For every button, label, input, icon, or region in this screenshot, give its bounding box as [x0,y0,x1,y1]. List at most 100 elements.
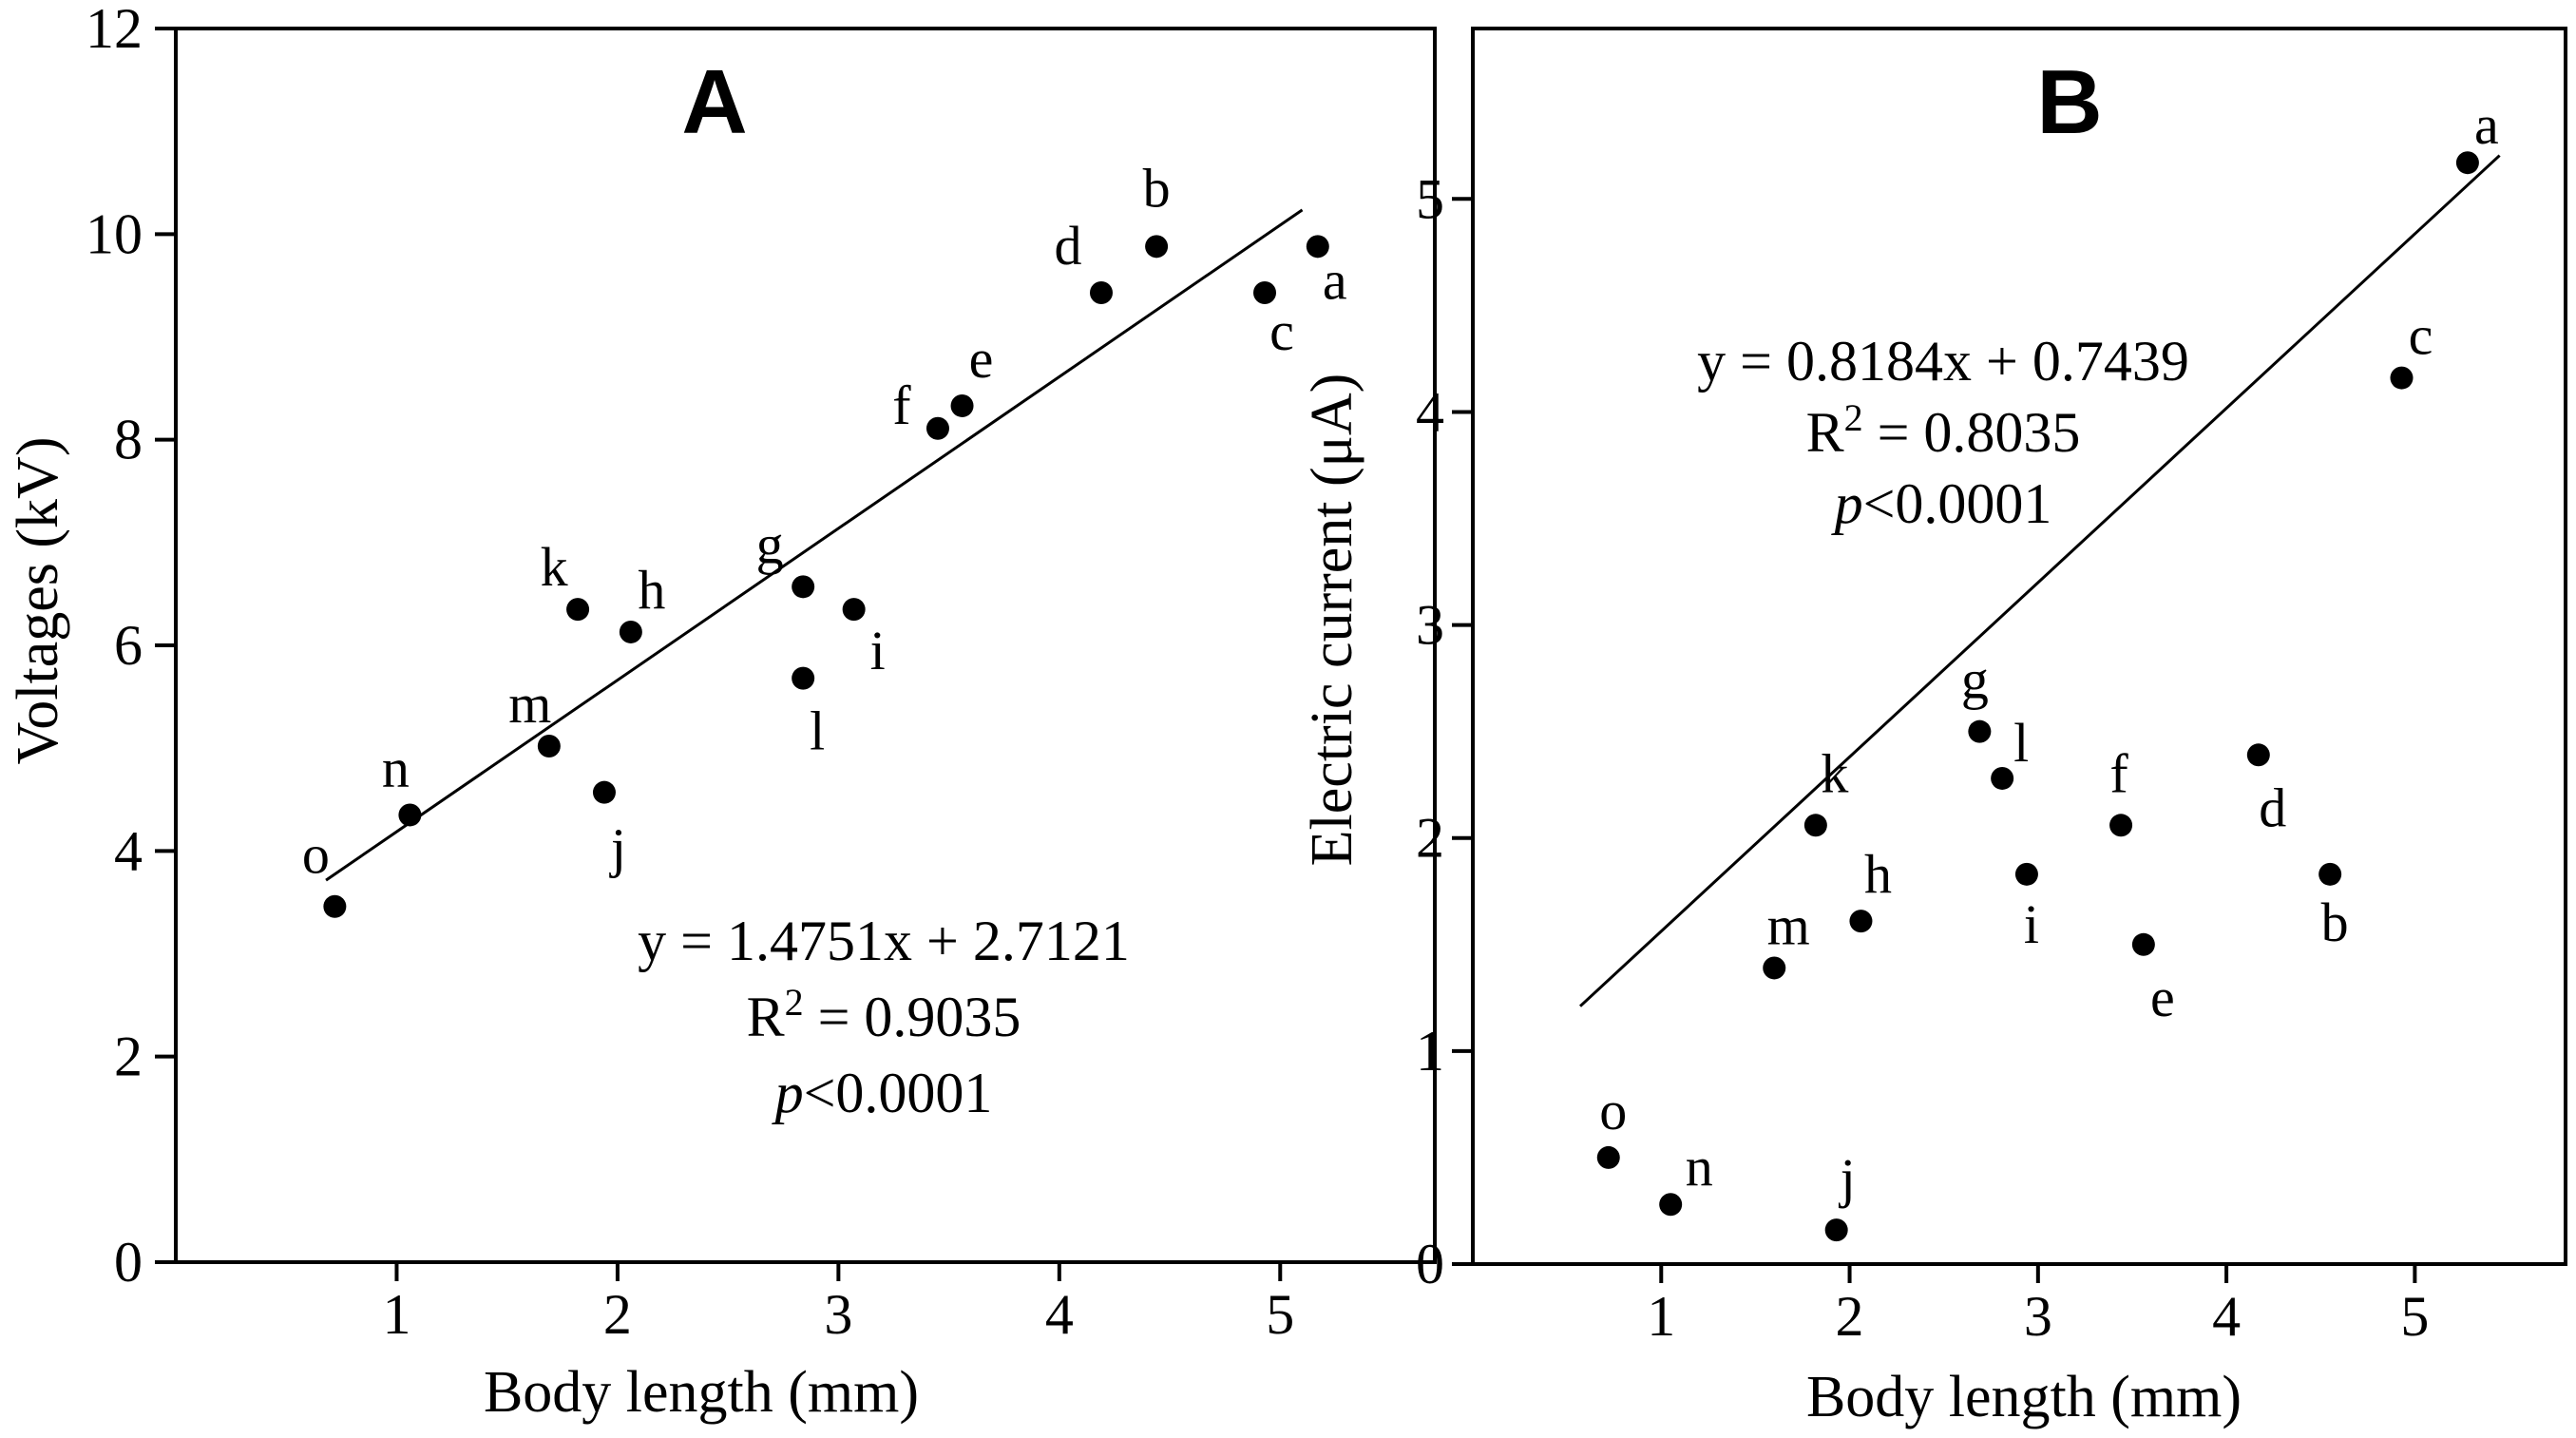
point-label-k: k [541,536,568,598]
r-squared-symbol: R [747,986,785,1048]
y-tick-label: 4 [1416,380,1444,443]
r-squared-exponent: 2 [785,981,804,1024]
y-tick-label: 4 [114,819,143,882]
y-tick-label: 5 [1416,167,1444,230]
point-label-f: f [892,374,911,436]
y-tick-label: 6 [114,614,143,677]
data-point-h [619,620,642,643]
point-label-n: n [382,737,410,798]
point-label-o: o [1599,1080,1627,1141]
data-point-i [2014,862,2038,886]
data-point-g [1968,719,1992,743]
point-label-g: g [1961,649,1989,711]
point-label-f: f [2109,742,2128,804]
data-point-d [1089,280,1113,304]
r-squared-symbol: R [1806,401,1844,464]
data-point-b [1145,235,1169,259]
data-point-f [925,416,949,440]
x-tick-label: 4 [1045,1283,1074,1346]
data-point-m [537,735,561,758]
r-squared-value: = 0.8035 [1863,401,2081,464]
point-label-d: d [1054,215,1081,277]
x-tick-label: 1 [382,1283,410,1346]
p-symbol: p [1831,472,1863,535]
y-tick-label: 0 [114,1231,143,1294]
point-label-i: i [2024,893,2039,955]
x-tick-label: 5 [2400,1285,2429,1348]
panel-title: B [2036,51,2102,153]
data-point-l [1991,766,2014,790]
panel-b: 1 2 3 4 5 0 1 2 3 4 5 Body length (mm) Electric curr… [1300,27,2567,1429]
point-label-b: b [2321,892,2349,953]
panel-title: A [681,51,747,153]
data-point-k [1803,814,1827,837]
y-tick-label: 8 [114,409,143,471]
x-tick-label: 3 [824,1283,852,1346]
y-tick-label: 12 [86,0,143,60]
x-tick-label: 4 [2212,1285,2241,1348]
x-axis-label: Body length (mm) [1806,1365,2242,1429]
r-squared: R2 = 0.8035 [1806,396,2081,464]
data-point-b [2318,862,2342,886]
point-label-e: e [969,328,994,390]
r-squared: R2 = 0.9035 [747,981,1021,1048]
point-label-m: m [1767,894,1810,956]
plot-frame-b [1471,27,2567,1266]
regression-line [1578,154,2501,1007]
point-label-c: c [2409,305,2433,367]
data-point-o [1596,1145,1620,1169]
p-value: p<0.0001 [1831,472,2052,535]
y-tick-label: 3 [1416,594,1444,657]
point-label-d: d [2259,777,2286,838]
point-label-o: o [302,824,330,886]
data-point-c [2390,366,2414,390]
y-tick-label: 2 [1416,807,1444,870]
point-label-b: b [1143,157,1171,219]
point-label-n: n [1686,1136,1713,1198]
x-tick-label: 2 [1836,1285,1864,1348]
p-value: p<0.0001 [772,1062,993,1124]
data-point-a [1306,235,1329,259]
fit-equation: y = 0.8184x + 0.7439 [1697,330,2189,393]
point-label-c: c [1269,300,1294,362]
point-label-j: j [1839,1147,1856,1209]
point-label-g: g [756,513,784,575]
point-label-e: e [2150,967,2175,1028]
data-point-l [792,666,815,690]
data-point-a [2455,151,2479,175]
data-point-e [2131,932,2155,956]
data-point-i [842,598,866,622]
data-point-g [792,575,815,599]
point-label-h: h [638,559,665,621]
data-point-n [398,803,422,827]
regression-line [325,208,1304,882]
point-label-i: i [870,620,886,681]
data-point-j [592,780,616,804]
data-point-j [1824,1218,1848,1242]
data-point-c [1253,280,1277,304]
point-label-a: a [2474,94,2499,156]
data-point-m [1763,956,1786,980]
data-point-e [950,393,974,417]
data-point-n [1659,1193,1683,1217]
data-point-h [1849,910,1873,933]
point-label-m: m [508,673,551,735]
p-symbol: p [772,1062,804,1124]
y-tick-label: 10 [86,202,143,265]
r-squared-value: = 0.9035 [804,986,1021,1048]
point-label-h: h [1864,843,1892,905]
r-squared-exponent: 2 [1844,396,1863,439]
y-axis-label: Electric current (μA) [1300,374,1364,867]
p-threshold: <0.0001 [1863,472,2052,535]
x-axis-label: Body length (mm) [484,1360,919,1425]
point-label-l: l [810,700,825,762]
y-tick-label: 1 [1416,1020,1444,1083]
x-tick-label: 2 [603,1283,632,1346]
point-label-j: j [609,817,626,879]
data-point-o [323,894,347,918]
y-tick-label: 2 [114,1026,143,1088]
point-label-k: k [1821,742,1848,804]
data-point-d [2246,743,2270,767]
